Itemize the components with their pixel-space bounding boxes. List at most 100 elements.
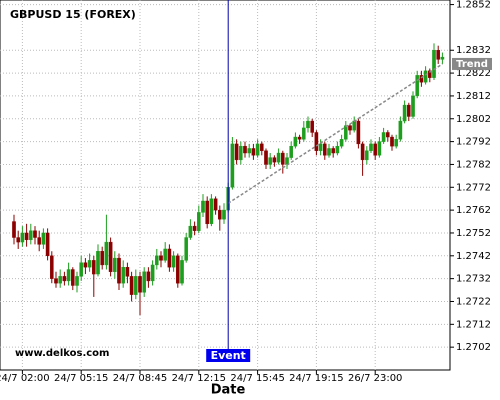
candle-body — [339, 139, 344, 147]
y-tick-label: 1.2712 — [456, 319, 491, 330]
candle-body — [335, 145, 340, 154]
candle-body — [54, 278, 58, 284]
candle-body — [33, 230, 37, 238]
candle-body — [100, 251, 104, 266]
candle-body — [133, 276, 138, 295]
candle-body — [243, 145, 247, 154]
candle-body — [365, 150, 369, 161]
candle-body — [104, 241, 109, 266]
candle-body — [302, 127, 306, 140]
candle-body — [394, 139, 399, 147]
candle-body — [377, 141, 382, 156]
candle-body — [96, 251, 100, 275]
trend-line — [227, 63, 443, 204]
y-tick-label: 1.2752 — [456, 228, 491, 239]
candle-body — [201, 200, 205, 213]
x-tick-label: 24/7 08:45 — [113, 373, 167, 384]
candle-body — [50, 255, 54, 279]
candle-body — [24, 232, 29, 241]
y-tick-label: 1.2802 — [456, 114, 491, 125]
candle-body — [167, 248, 172, 268]
x-tick-label: 24/7 19:15 — [289, 373, 343, 384]
x-tick-label: 26/7 23:00 — [348, 373, 402, 384]
candle-body — [390, 136, 394, 147]
candle-body — [121, 267, 125, 284]
candle-body — [75, 276, 79, 286]
plot-frame — [0, 0, 451, 371]
candle-body — [20, 232, 25, 243]
marks — [12, 43, 445, 316]
candle-body — [432, 50, 436, 78]
candle-body — [318, 143, 323, 151]
candle-body — [180, 260, 184, 284]
candle-body — [327, 148, 331, 156]
candle-body — [12, 221, 16, 238]
candle-body — [423, 70, 428, 83]
y-tick-label: 1.2702 — [456, 342, 491, 353]
candle-body — [234, 143, 239, 161]
candle-body — [209, 198, 214, 225]
candle-body — [129, 276, 134, 295]
candle-body — [440, 56, 445, 60]
x-tick-label: 24/7 15:45 — [230, 373, 284, 384]
candle-body — [331, 148, 336, 154]
candle-body — [381, 132, 386, 142]
candle-body — [360, 143, 365, 161]
candle-body — [281, 152, 285, 165]
candle-body — [344, 125, 348, 140]
x-tick-label: 24/7 02:00 — [0, 373, 50, 384]
candle-body — [255, 143, 260, 156]
candle-body — [222, 209, 226, 220]
candle-body — [159, 255, 163, 261]
candle-body — [196, 212, 201, 231]
candle-body — [419, 75, 424, 83]
candle-body — [310, 120, 315, 133]
candle-body — [428, 70, 432, 78]
y-tick-label: 1.2742 — [456, 251, 491, 262]
candle-body — [184, 237, 189, 261]
candle-body — [70, 269, 75, 286]
candle-body — [352, 120, 357, 131]
candle-body — [268, 157, 273, 165]
x-tick-label: 24/7 05:15 — [54, 373, 108, 384]
candle-body — [16, 237, 21, 243]
y-tick-label: 1.2792 — [456, 137, 491, 148]
candle-body — [297, 136, 302, 140]
candle-body — [306, 120, 310, 129]
candle-body — [314, 132, 319, 151]
candle-body — [112, 257, 117, 272]
candle-body — [348, 125, 352, 131]
candle-body — [117, 257, 121, 284]
candle-body — [230, 143, 235, 188]
candle-body — [37, 237, 41, 245]
candle-body — [251, 148, 256, 156]
candle-body — [293, 136, 298, 147]
candle-body — [411, 95, 415, 117]
x-axis-title: Date — [211, 383, 246, 398]
candle-body — [217, 209, 222, 220]
candle-body — [163, 248, 168, 261]
candle-body — [150, 264, 155, 282]
candle-body — [436, 50, 441, 60]
y-tick-label: 1.2812 — [456, 91, 491, 102]
candle-body — [58, 276, 62, 284]
candle-body — [386, 132, 390, 138]
candle-body — [238, 145, 243, 161]
y-tick-label: 1.2732 — [456, 274, 491, 285]
candle-body — [83, 262, 88, 268]
grid — [0, 0, 450, 370]
candle-body — [138, 276, 142, 293]
y-tick-label: 1.2722 — [456, 296, 491, 307]
candle-body — [272, 157, 277, 163]
candle-body — [323, 143, 327, 156]
candle-body — [415, 75, 420, 97]
candle-body — [142, 271, 147, 293]
y-tick-label: 1.2782 — [456, 159, 491, 170]
candle-body — [146, 271, 151, 282]
event-label-box — [206, 349, 251, 362]
candle-body — [289, 145, 294, 158]
y-tick-label: 1.2762 — [456, 205, 491, 216]
y-tick-label: 1.2822 — [456, 68, 491, 79]
candle-body — [29, 230, 33, 241]
